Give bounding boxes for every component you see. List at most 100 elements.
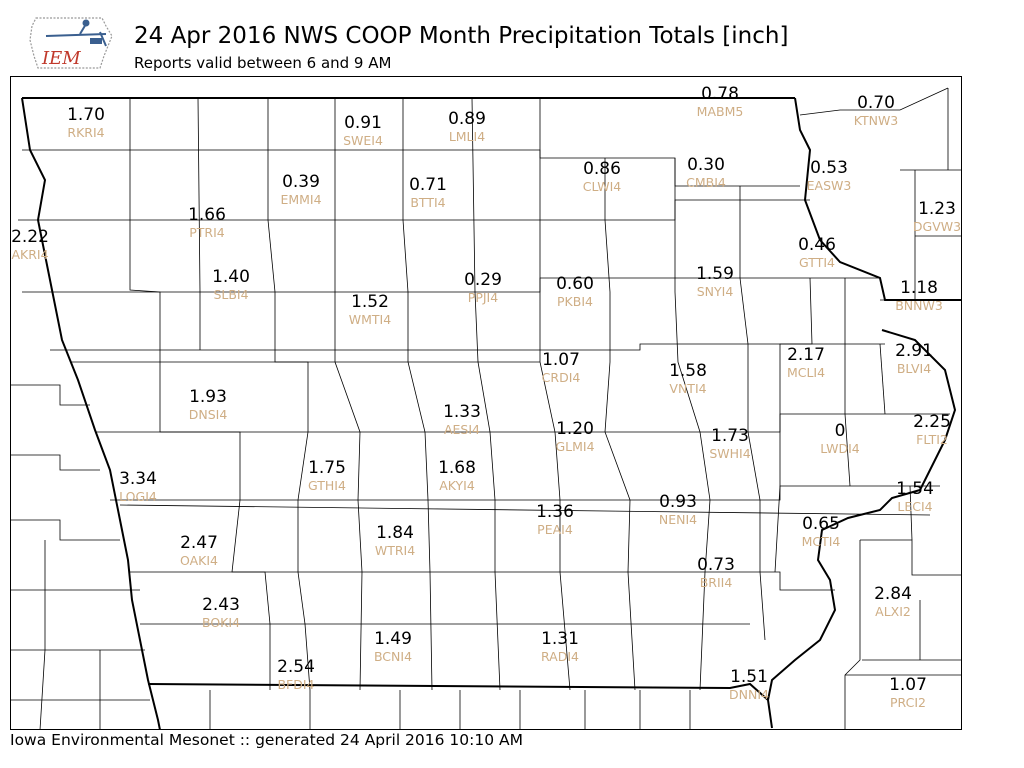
station-id: WMTI4 [349,312,391,327]
precip-value: 1.66 [188,205,226,225]
precip-value: 1.31 [541,629,579,649]
station-id: BTTI4 [410,195,445,210]
precip-value: 0.86 [583,159,621,179]
map-title: 24 Apr 2016 NWS COOP Month Precipitation… [134,23,789,49]
station-id: FLTI2 [916,432,948,447]
precip-value: 0.70 [857,93,895,113]
station-id: SWEI4 [343,133,383,148]
station-id: VNTI4 [669,381,706,396]
precip-value: 1.49 [374,629,412,649]
precip-value: 0.46 [798,235,836,255]
precip-value: 1.84 [376,523,414,543]
precip-value: 0.73 [697,555,735,575]
precip-value: 1.75 [308,458,346,478]
precip-value: 1.73 [711,426,749,446]
station-id: PEAI4 [537,522,573,537]
station-id: CLWI4 [583,179,622,194]
precip-value: 1.07 [542,350,580,370]
state-boundaries [21,97,962,730]
logo-text: IEM [41,48,81,69]
station-id: SNYI4 [697,284,734,299]
precip-value: 0.39 [282,172,320,192]
iem-logo: IEM [29,17,113,69]
station-id: PRCI2 [890,695,926,710]
station-id: AKRI4 [11,247,48,262]
station-id: PKBI4 [557,294,593,309]
precip-value: 1.93 [189,387,227,407]
station-id: BLVI4 [897,361,931,376]
precip-value: 1.59 [696,264,734,284]
precip-value: 1.54 [896,479,934,499]
precip-value: 2.54 [277,657,315,677]
precip-value: 0.65 [802,514,840,534]
station-id: EASW3 [807,178,852,193]
station-id: MCLI4 [787,365,825,380]
precip-value: 0 [835,421,846,441]
precip-value: 3.34 [119,469,157,489]
station-id: BFDI4 [277,677,314,692]
station-id: NENI4 [659,512,697,527]
station-id: PPJI4 [468,290,498,305]
precip-value: 1.33 [443,402,481,422]
map-subtitle: Reports valid between 6 and 9 AM [134,54,392,72]
station-id: LECI4 [897,499,932,514]
precip-value: 2.25 [913,412,951,432]
station-id: DNNI4 [729,687,769,702]
precip-value: 1.70 [67,105,105,125]
station-id: BNNW3 [895,298,943,313]
station-id: CMBI4 [686,175,726,190]
station-id: RADI4 [541,649,579,664]
station-id: GLMI4 [555,439,594,454]
footer-credit: Iowa Environmental Mesonet :: generated … [10,731,523,749]
station-id: PTRI4 [189,225,225,240]
station-id: RKRI4 [67,125,104,140]
station-id: LMLI4 [449,129,485,144]
precip-value: 1.40 [212,267,250,287]
weather-station-icon [45,19,107,47]
station-id: SLBI4 [213,287,248,302]
precip-value: 2.47 [180,533,218,553]
precip-value: 1.07 [889,675,927,695]
precip-value: 0.78 [701,84,739,104]
station-id: OAKI4 [180,553,218,568]
precip-value: 1.58 [669,361,707,381]
station-id: GTHI4 [308,478,346,493]
station-id: DNSI4 [189,407,228,422]
station-id: KTNW3 [854,113,899,128]
station-id: CRDI4 [542,370,581,385]
station-id: EMMI4 [280,192,321,207]
station-id: LOGI4 [119,489,157,504]
station-id: MCTI4 [802,534,841,549]
precip-value: 2.22 [11,227,49,247]
